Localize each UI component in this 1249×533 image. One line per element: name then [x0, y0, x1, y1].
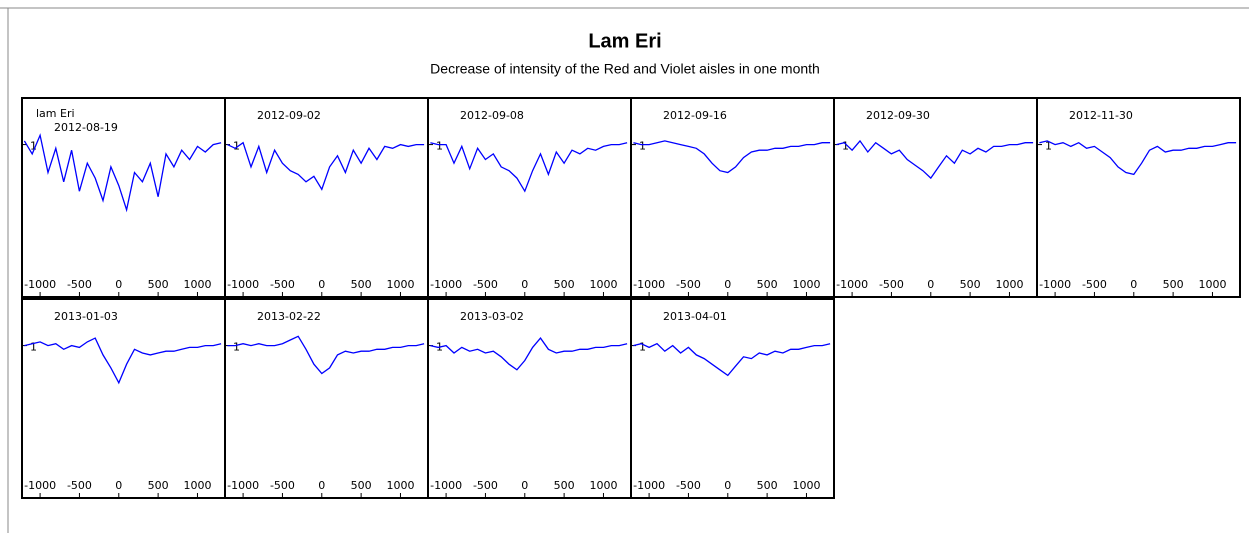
spectrum-line	[23, 133, 222, 213]
panel-title: 2012-11-30	[1069, 109, 1133, 122]
x-tick-label: 500	[554, 278, 575, 291]
x-tick-label: 500	[351, 479, 372, 492]
spectrum-line	[836, 139, 1034, 180]
x-tick-label: 500	[960, 278, 981, 291]
spectrum-line	[227, 141, 425, 191]
y-tick-label: 1	[639, 140, 646, 153]
spectrum-line	[1039, 140, 1237, 176]
panel	[1036, 97, 1241, 298]
y-tick-label: 1	[30, 140, 37, 153]
y-tick-label: 1	[842, 140, 849, 153]
x-tick-label: -1000	[836, 278, 868, 291]
x-tick-label: 500	[148, 278, 169, 291]
x-tick-label: -500	[879, 278, 904, 291]
x-tick-label: 1000	[792, 479, 820, 492]
panel-title: 2013-03-02	[460, 310, 524, 323]
x-tick-label: -1000	[633, 278, 665, 291]
x-tick-label: -1000	[1039, 278, 1071, 291]
page-title: Lam Eri	[588, 30, 661, 52]
panel	[224, 298, 429, 499]
spectrum-line	[430, 337, 628, 371]
panel	[427, 298, 632, 499]
x-tick-label: -1000	[633, 479, 665, 492]
x-tick-label: -1000	[24, 479, 56, 492]
panel-title: 2012-09-02	[257, 109, 321, 122]
x-tick-label: 0	[1130, 278, 1137, 291]
panel-title: 2012-08-19	[54, 121, 118, 134]
panel-title: 2013-02-22	[257, 310, 321, 323]
panel	[224, 97, 429, 298]
y-tick-label: 1	[436, 140, 443, 153]
page-subtitle: Decrease of intensity of the Red and Vio…	[430, 61, 820, 77]
x-tick-label: 1000	[1198, 278, 1226, 291]
y-tick-label: 1	[30, 341, 37, 354]
x-tick-label: -500	[270, 479, 295, 492]
panel	[427, 97, 632, 298]
x-tick-label: 0	[115, 479, 122, 492]
x-tick-label: -500	[67, 479, 92, 492]
x-tick-label: 500	[1163, 278, 1184, 291]
panel	[630, 97, 835, 298]
x-tick-label: 0	[318, 479, 325, 492]
y-tick-label: 1	[1045, 140, 1052, 153]
x-tick-label: -500	[676, 278, 701, 291]
x-tick-label: 1000	[183, 278, 211, 291]
spectrum-line	[633, 140, 831, 174]
x-tick-label: -500	[676, 479, 701, 492]
spectrum-line	[24, 337, 222, 385]
x-tick-label: 1000	[995, 278, 1023, 291]
x-tick-label: 500	[757, 278, 778, 291]
x-tick-label: 1000	[386, 278, 414, 291]
x-tick-label: 0	[521, 278, 528, 291]
y-tick-label: 1	[233, 341, 240, 354]
x-tick-label: 1000	[183, 479, 211, 492]
panel-title: 2012-09-30	[866, 109, 930, 122]
y-tick-label: 1	[639, 341, 646, 354]
x-tick-label: -1000	[227, 278, 259, 291]
x-tick-label: -1000	[430, 479, 462, 492]
x-tick-label: 500	[554, 479, 575, 492]
spectrum-line	[633, 342, 831, 377]
x-tick-label: -500	[1082, 278, 1107, 291]
panel	[833, 97, 1038, 298]
x-tick-label: -1000	[227, 479, 259, 492]
x-tick-label: 0	[927, 278, 934, 291]
panel-title: 2012-09-08	[460, 109, 524, 122]
annotation: lam Eri	[36, 107, 75, 120]
spectrum-line	[227, 335, 425, 375]
x-tick-label: 0	[521, 479, 528, 492]
x-tick-label: 0	[318, 278, 325, 291]
x-tick-label: 0	[115, 278, 122, 291]
panel	[21, 97, 226, 298]
panel-title: 2013-04-01	[663, 310, 727, 323]
spectrum-line	[430, 142, 628, 193]
panel-title: 2012-09-16	[663, 109, 727, 122]
panel	[21, 298, 226, 499]
x-tick-label: 1000	[589, 278, 617, 291]
panel-title: 2013-01-03	[54, 310, 118, 323]
x-tick-label: 500	[148, 479, 169, 492]
x-tick-label: 1000	[589, 479, 617, 492]
x-tick-label: -1000	[430, 278, 462, 291]
panel	[630, 298, 835, 499]
x-tick-label: -1000	[24, 278, 56, 291]
x-tick-label: 500	[757, 479, 778, 492]
x-tick-label: 1000	[792, 278, 820, 291]
x-tick-label: 500	[351, 278, 372, 291]
x-tick-label: -500	[473, 278, 498, 291]
y-tick-label: 1	[233, 140, 240, 153]
x-tick-label: -500	[270, 278, 295, 291]
x-tick-label: -500	[67, 278, 92, 291]
x-tick-label: 1000	[386, 479, 414, 492]
x-tick-label: 0	[724, 479, 731, 492]
x-tick-label: 0	[724, 278, 731, 291]
x-tick-label: -500	[473, 479, 498, 492]
